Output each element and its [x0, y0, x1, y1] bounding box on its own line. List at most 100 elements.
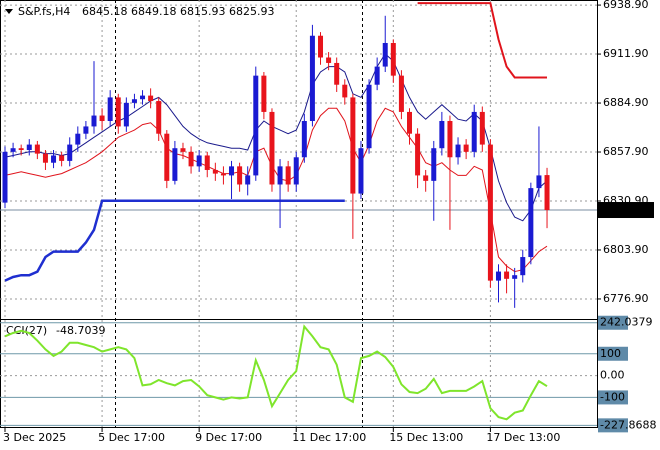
- candle-body: [188, 151, 194, 167]
- y-tick-label: -100: [600, 390, 625, 403]
- candle-body: [107, 97, 113, 121]
- candle-body: [326, 57, 332, 63]
- candle-body: [318, 35, 324, 58]
- candle-body: [544, 175, 550, 211]
- y-tick-label: 0.00: [600, 369, 625, 382]
- candle-body: [382, 42, 388, 67]
- candle-body: [342, 84, 348, 98]
- line: [417, 2, 547, 79]
- ohlc-high: 6849.18: [131, 5, 177, 18]
- candle-body: [51, 155, 57, 163]
- candle-body: [536, 175, 542, 189]
- x-tick-label: 9 Dec 17:00: [195, 431, 262, 444]
- candle-body: [99, 115, 105, 121]
- x-tick-label: 17 Dec 13:00: [486, 431, 560, 444]
- candle-body: [463, 144, 469, 152]
- candle-body: [285, 166, 291, 185]
- candle-body: [18, 148, 24, 151]
- candle-body: [59, 155, 65, 161]
- candle-body: [172, 148, 178, 181]
- y-tick-label: 6857.90: [603, 145, 649, 158]
- candle-body: [423, 175, 429, 181]
- candle-body: [528, 188, 534, 258]
- y-tick-label: 6938.90: [603, 0, 649, 11]
- y-tick-label: 6776.90: [603, 292, 649, 305]
- y-tick-label: 6884.90: [603, 96, 649, 109]
- candle-body: [277, 166, 283, 185]
- x-tick-label: 15 Dec 13:00: [389, 431, 463, 444]
- candle-body: [156, 101, 162, 134]
- price-box: [598, 202, 654, 219]
- candle-body: [350, 97, 356, 194]
- level-box: [598, 346, 628, 361]
- level-box: [598, 315, 628, 330]
- candle-body: [366, 84, 372, 149]
- candle-body: [180, 148, 186, 152]
- candle-body: [407, 111, 412, 134]
- candle-body: [293, 157, 299, 185]
- line: [4, 107, 548, 273]
- candle-body: [123, 102, 129, 127]
- line: [4, 324, 548, 421]
- indicator-value: -48.7039: [56, 324, 105, 337]
- candle-body: [495, 271, 501, 281]
- candle-body: [229, 166, 235, 176]
- candle-body: [131, 99, 137, 103]
- candle-body: [196, 155, 202, 167]
- candle-body: [10, 148, 16, 152]
- ohlc-close: 6825.93: [229, 5, 275, 18]
- x-tick-label: 5 Dec 17:00: [98, 431, 165, 444]
- ohlc-open: 6845.18: [82, 5, 128, 18]
- candle-body: [164, 133, 170, 181]
- level-box: [598, 390, 628, 405]
- line: [4, 199, 345, 282]
- candle-body: [520, 257, 526, 276]
- price-label: 6825.93: [602, 203, 648, 216]
- candle-body: [237, 166, 243, 185]
- candle-body: [455, 144, 461, 158]
- candle-body: [261, 75, 267, 112]
- candle-body: [504, 271, 510, 279]
- header-arrow: [5, 9, 13, 14]
- ohlc-low: 6815.93: [180, 5, 226, 18]
- candle-body: [334, 62, 340, 85]
- candle-body: [253, 75, 259, 176]
- candle-body: [148, 95, 154, 102]
- candle-body: [512, 275, 518, 279]
- candle-body: [479, 111, 485, 145]
- y-tick-label: 6911.90: [603, 47, 649, 60]
- y-tick-label: 242.0379: [600, 316, 653, 329]
- x-tick-label: 11 Dec 17:00: [292, 431, 366, 444]
- candle-body: [2, 151, 8, 203]
- candle-body: [487, 144, 493, 281]
- candle-body: [415, 133, 421, 176]
- candle-body: [398, 75, 404, 112]
- candle-body: [115, 97, 121, 127]
- candle-body: [390, 42, 396, 76]
- candle-body: [212, 169, 218, 174]
- candle-body: [309, 35, 315, 121]
- candle-body: [374, 66, 380, 85]
- candle-body: [204, 155, 210, 170]
- candle-body: [75, 133, 81, 145]
- candle-body: [358, 148, 364, 194]
- x-tick-label: 3 Dec 2025: [3, 431, 66, 444]
- candle-body: [83, 126, 89, 134]
- level-box: [598, 418, 628, 433]
- y-tick-label: -227.8688: [600, 418, 656, 431]
- candle-body: [431, 148, 437, 181]
- candle-body: [42, 153, 48, 163]
- candle-body: [140, 95, 146, 100]
- candle-body: [26, 144, 32, 151]
- candle-body: [269, 111, 275, 185]
- candle-body: [34, 144, 40, 154]
- symbol: S&P.fs,H4: [18, 5, 70, 18]
- y-tick-label: 6803.90: [603, 243, 649, 256]
- candle-body: [245, 175, 251, 185]
- line: [4, 53, 548, 222]
- candle-body: [67, 144, 73, 161]
- candle-body: [91, 115, 97, 127]
- candle-body: [439, 120, 445, 149]
- y-tick-label: 100: [600, 347, 621, 360]
